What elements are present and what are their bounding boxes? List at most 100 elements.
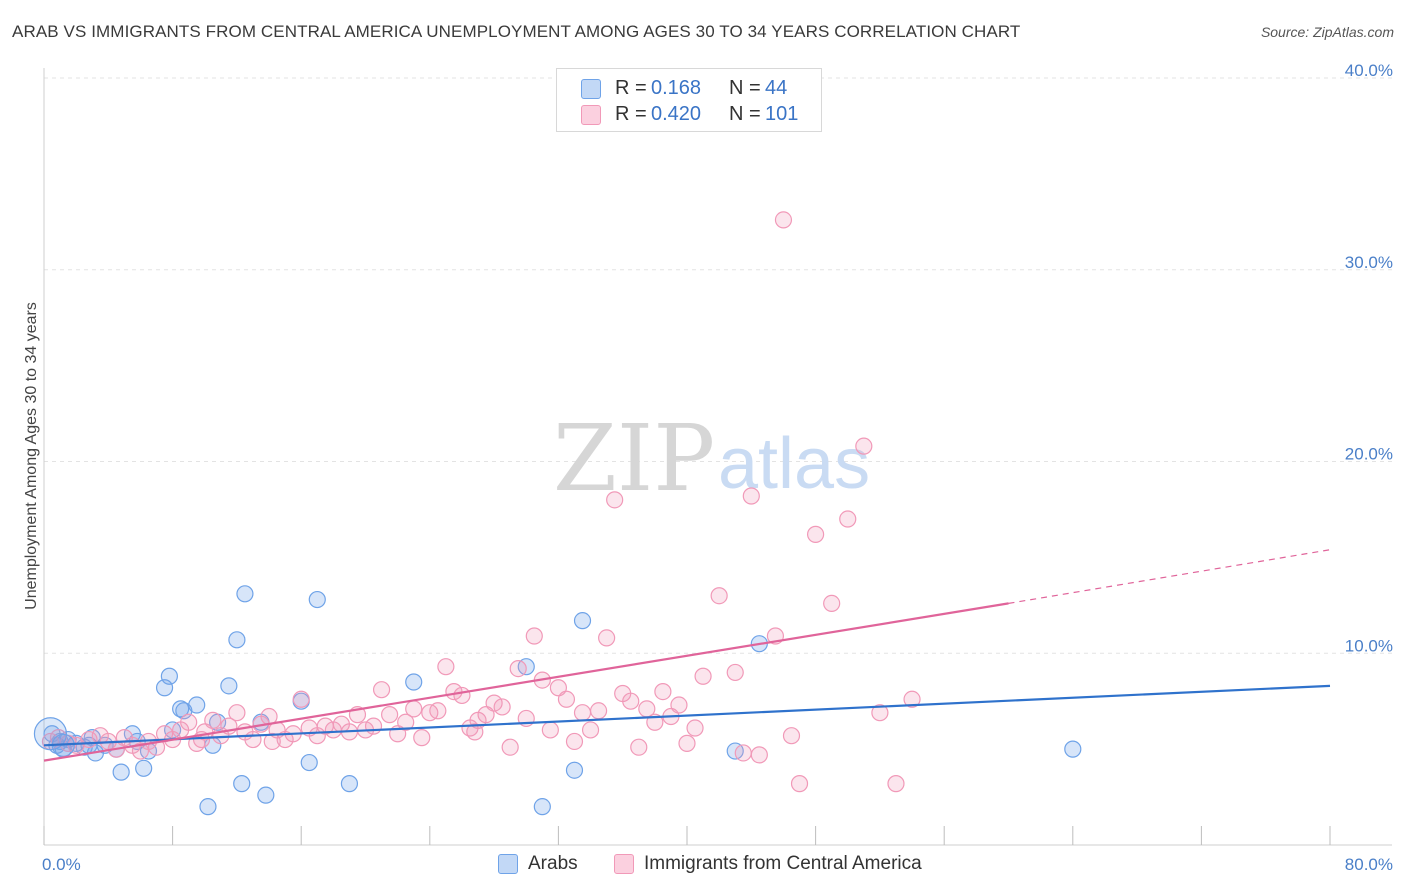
central-america-point (509, 659, 527, 678)
y-tick-label: 40.0% (1345, 61, 1393, 80)
central-america-point (557, 690, 576, 708)
arabs-point (160, 667, 178, 685)
x-tick-label: 0.0% (42, 855, 81, 874)
central-america-point (501, 738, 519, 756)
arabs-point (135, 759, 153, 777)
arabs-point (236, 585, 254, 603)
legend-r-label: R = (615, 77, 647, 99)
central-america-point (742, 487, 760, 505)
central-america-point (437, 658, 455, 676)
central-america-point (244, 730, 262, 749)
central-america-swatch (614, 854, 634, 874)
central-america-point (453, 686, 471, 705)
series-legend: Arabs Immigrants from Central America (0, 853, 1406, 877)
central-america-point (694, 667, 712, 685)
trend-lines (43, 549, 1331, 762)
watermark: ZIP atlas (553, 405, 870, 512)
central-america-point (364, 717, 383, 735)
arabs-point (228, 631, 246, 649)
legend-n-value: 44 (765, 77, 788, 99)
legend-r-value: 0.420 (651, 103, 702, 125)
central-america-point (228, 704, 246, 722)
arabs-point (405, 673, 423, 691)
central-america-point (871, 704, 889, 722)
central-america-point (903, 690, 921, 708)
central-america-point (397, 713, 415, 731)
arabs-point (300, 753, 318, 772)
correlation-legend: R = 0.168 N = 44 R = 0.420 N = 101 (556, 68, 822, 132)
arabs-point (233, 775, 251, 793)
legend-r-value: 0.168 (651, 77, 702, 99)
arabs-point (533, 798, 551, 816)
central-america-trend-line (43, 602, 1009, 762)
axes (43, 68, 1392, 846)
central-america-point (180, 713, 198, 731)
central-america-point (710, 587, 728, 605)
legend-n-value: 101 (765, 103, 799, 125)
central-america-point (263, 732, 281, 751)
arabs-point (220, 677, 238, 695)
central-america-point (654, 682, 672, 701)
arabs-point (308, 590, 326, 609)
arabs-point (188, 696, 206, 714)
arabs-point (199, 798, 217, 816)
central-america-point (887, 775, 905, 793)
arabs-swatch (581, 79, 601, 99)
arabs-point (1064, 740, 1082, 758)
central-america-point (686, 719, 704, 737)
central-america-point (726, 663, 744, 682)
arabs-point (112, 763, 130, 781)
arabs-point (565, 761, 584, 779)
x-tick-labels: 0.0% 80.0% (42, 855, 1393, 874)
chart-title: ARAB VS IMMIGRANTS FROM CENTRAL AMERICA … (12, 22, 1021, 41)
central-america-point (541, 721, 559, 739)
source-label: Source: ZipAtlas.com (1260, 24, 1394, 40)
grid-lines (44, 77, 1392, 654)
central-america-point (630, 738, 648, 756)
x-tick-label: 80.0% (1345, 855, 1393, 874)
central-america-point (413, 729, 431, 747)
y-tick-labels: 10.0% 20.0% 30.0% 40.0% (1345, 61, 1393, 655)
central-america-point (606, 491, 624, 509)
central-america-point (372, 681, 391, 699)
central-america-point (525, 627, 543, 645)
central-america-point (782, 727, 801, 745)
central-america-point (598, 629, 616, 647)
central-america-point (589, 702, 608, 720)
y-axis-label: Unemployment Among Ages 30 to 34 years (23, 302, 40, 610)
central-america-point (734, 744, 752, 762)
central-america-point (622, 692, 640, 710)
central-america-point (204, 711, 222, 729)
arabs-point (573, 612, 592, 630)
central-america-swatch (581, 105, 601, 125)
arabs-swatch (498, 854, 518, 874)
central-america-point (493, 698, 511, 716)
central-america-point (381, 706, 399, 724)
arabs-point (33, 717, 68, 751)
central-america-point (581, 721, 600, 739)
central-america-point (429, 702, 447, 720)
y-tick-label: 30.0% (1345, 253, 1393, 272)
series-legend-label: Arabs (528, 853, 578, 874)
central-america-point (466, 723, 484, 741)
central-america-point (790, 775, 809, 793)
watermark-atlas: atlas (718, 424, 870, 504)
arabs-point (340, 775, 359, 793)
central-america-point (405, 700, 423, 718)
legend-n-label: N = (729, 77, 761, 99)
series-legend-label: Immigrants from Central America (644, 853, 922, 874)
arabs-trend-line (43, 684, 1331, 747)
y-tick-label: 20.0% (1345, 445, 1393, 464)
central-america-point (670, 696, 688, 714)
central-america-point (839, 510, 857, 528)
legend-r-label: R = (615, 103, 647, 125)
central-america-point (565, 732, 584, 751)
central-america-point (750, 746, 768, 764)
legend-n-label: N = (729, 103, 761, 125)
arabs-point (257, 786, 275, 804)
central-america-point (806, 525, 825, 543)
central-america-point (292, 690, 310, 708)
central-america-trend-extension (1008, 549, 1331, 604)
watermark-zip: ZIP (553, 405, 715, 512)
